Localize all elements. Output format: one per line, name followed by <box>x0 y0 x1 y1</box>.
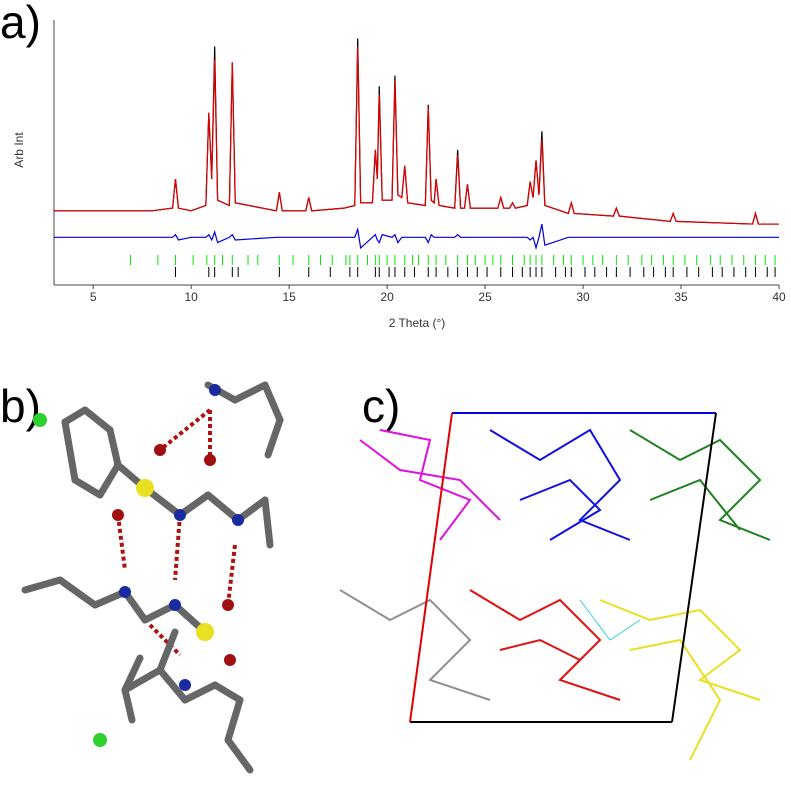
x-axis-label: 2 Theta (°) <box>389 316 446 330</box>
panel-label: a) <box>0 0 41 48</box>
pattern-line <box>54 38 779 225</box>
x-tick-label: 15 <box>282 290 296 304</box>
x-tick-label: 40 <box>772 290 786 304</box>
x-tick-label: 35 <box>674 290 688 304</box>
pattern-line <box>54 223 779 251</box>
x-tick-label: 25 <box>478 290 492 304</box>
x-tick-label: 5 <box>90 290 97 304</box>
packing-c <box>339 412 771 761</box>
pattern-line <box>54 46 779 225</box>
x-tick-label: 10 <box>184 290 198 304</box>
panel-label: c) <box>362 380 400 432</box>
x-tick-label: 20 <box>380 290 394 304</box>
y-axis-label: Arb Int <box>12 132 26 168</box>
molecule-b <box>21 381 284 774</box>
x-tick-label: 30 <box>576 290 590 304</box>
